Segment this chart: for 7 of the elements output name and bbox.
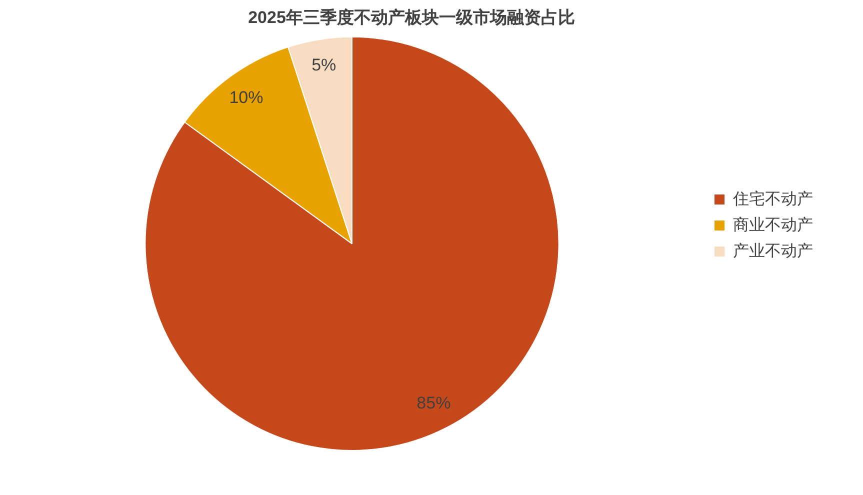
legend-label: 住宅不动产: [732, 190, 813, 208]
chart-title: 2025年三季度不动产板块一级市场融资占比: [248, 8, 575, 27]
data-label: 85%: [416, 394, 451, 413]
data-label: 5%: [312, 56, 336, 75]
legend-label: 商业不动产: [733, 216, 813, 234]
legend-label: 产业不动产: [733, 242, 813, 260]
data-label: 10%: [229, 88, 264, 107]
